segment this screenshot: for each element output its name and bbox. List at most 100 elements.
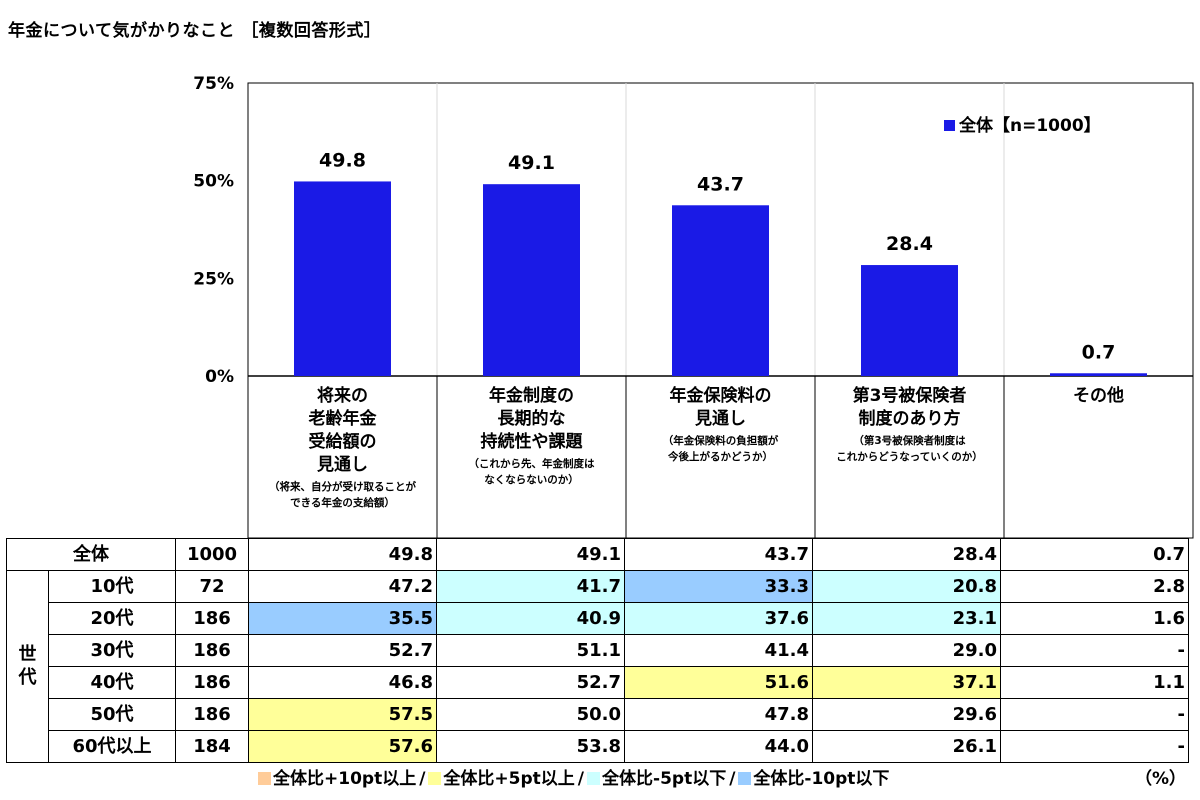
bar-value-label: 49.8 (319, 149, 366, 171)
table-cell: 1.1 (1000, 666, 1189, 699)
table-cell: - (1000, 730, 1189, 763)
data-table: 全体 1000 49.8 49.1 43.7 28.4 0.7 世代 10代 72 47.2 41.7… (6, 538, 1189, 763)
legend-separator: / (729, 769, 736, 789)
sample-size: 186 (175, 698, 249, 731)
legend-item: 全体比+10pt以上 (258, 764, 416, 789)
table-cell: 20.8 (812, 570, 1001, 603)
bar (483, 184, 580, 376)
category-note: （将来、自分が受け取ることが (269, 480, 416, 493)
bar (1050, 373, 1147, 376)
group-label: 世代 (6, 570, 49, 763)
bar-value-label: 28.4 (886, 233, 933, 255)
category-label: 年金保険料の (670, 385, 772, 406)
table-cell: 44.0 (624, 730, 813, 763)
table-cell: 46.8 (248, 666, 437, 699)
table-cell: - (1000, 634, 1189, 667)
table-cell: 51.6 (624, 666, 813, 699)
legend-separator: / (577, 769, 585, 789)
table-cell: 29.6 (812, 698, 1001, 731)
table-cell: 52.7 (248, 634, 437, 667)
legend-label: 全体比-10pt以下 (753, 769, 890, 789)
table-cell: 57.6 (248, 730, 437, 763)
category-label: 第3号被保険者 (853, 385, 967, 406)
row-label: 40代 (48, 666, 176, 699)
category-note: なくならないのか） (484, 473, 579, 486)
table-cell: 35.5 (248, 602, 437, 635)
category-label: 制度のあり方 (859, 408, 961, 429)
table-cell: 26.1 (812, 730, 1001, 763)
table-cell: 57.5 (248, 698, 437, 731)
category-note: （年金保険料の負担額が (663, 434, 779, 447)
legend-label: 全体【n=1000】 (958, 115, 1101, 136)
category-note: これからどうなっていくのか） (836, 450, 982, 463)
category-note: （第3号被保険者制度は (853, 434, 966, 447)
category-label: 年金制度の (489, 385, 574, 406)
y-tick-label: 25% (193, 269, 234, 289)
table-row: 40代 186 46.8 52.7 51.6 37.1 1.1 (7, 666, 1189, 699)
row-label: 60代以上 (48, 730, 176, 763)
legend-swatch (428, 772, 442, 785)
table-cell: 29.0 (812, 634, 1001, 667)
chart-title: 年金について気がかりなこと ［複数回答形式］ (8, 21, 382, 41)
table-cell: 23.1 (812, 602, 1001, 635)
row-label: 20代 (48, 602, 176, 635)
legend-swatch (738, 772, 752, 785)
legend-swatch (587, 772, 601, 785)
table-row: 世代 10代 72 47.2 41.7 33.3 20.8 2.8 (6, 570, 1189, 763)
category-label: 見通し (694, 409, 746, 429)
table-cell: 52.7 (436, 666, 625, 699)
legend-label: 全体比+5pt以上 (443, 769, 575, 789)
legend-swatch (258, 772, 271, 785)
bar (294, 181, 391, 376)
category-note: 今後上がるかどうか） (667, 450, 773, 463)
category-label: 長期的な (498, 408, 566, 429)
bar (672, 205, 769, 376)
legend-item: 全体比-5pt以下 (587, 764, 726, 789)
table-cell: - (1000, 698, 1189, 731)
table-cell: 33.3 (624, 570, 813, 603)
table-cell: 51.1 (436, 634, 625, 667)
color-legend: 全体比+10pt以上 / 全体比+5pt以上 / 全体比-5pt以下 / 全体比-10pt以… (258, 764, 889, 789)
table-row: 全体 1000 49.8 49.1 43.7 28.4 0.7 (6, 538, 1189, 571)
row-label: 50代 (48, 698, 176, 731)
table-cell: 49.8 (248, 538, 437, 571)
category-label: 見通し (316, 455, 368, 475)
legend-label: 全体比-5pt以下 (602, 769, 727, 789)
category-note: できる年金の支給額） (290, 496, 395, 509)
legend-item: 全体比-10pt以下 (738, 764, 889, 789)
table-cell: 47.8 (624, 698, 813, 731)
table-cell: 37.6 (624, 602, 813, 635)
table-cell: 0.7 (1000, 538, 1189, 571)
table-cell: 43.7 (624, 538, 813, 571)
sample-size: 186 (175, 666, 249, 699)
category-label: 老齢年金 (308, 408, 378, 429)
legend-separator: / (419, 769, 426, 789)
sample-size: 186 (175, 602, 249, 635)
bar-value-label: 49.1 (508, 152, 555, 174)
table-cell: 53.8 (436, 730, 625, 763)
bar-value-label: 0.7 (1082, 341, 1116, 363)
unit-label: （%） (1135, 769, 1187, 789)
table-cell: 37.1 (812, 666, 1001, 699)
sample-size: 72 (175, 570, 249, 603)
y-tick-label: 75% (193, 74, 234, 94)
category-label: 受給額の (309, 431, 377, 452)
row-label: 10代 (48, 570, 176, 603)
y-tick-label: 0% (205, 367, 234, 387)
table-cell: 2.8 (1000, 570, 1189, 603)
sample-size: 184 (175, 730, 249, 763)
legend-label: 全体比+10pt以上 (273, 769, 417, 789)
category-label: その他 (1073, 385, 1124, 406)
y-tick-label: 50% (193, 172, 234, 192)
table-cell: 49.1 (436, 538, 625, 571)
table-cell: 28.4 (812, 538, 1001, 571)
table-cell: 40.9 (436, 602, 625, 635)
table-cell: 41.4 (624, 634, 813, 667)
table-row: 60代以上 184 57.6 53.8 44.0 26.1- (7, 730, 1189, 763)
table-row: 50代 186 57.5 50.0 47.8 29.6- (7, 698, 1189, 731)
table-row: 20代 186 35.5 40.9 37.6 23.1 1.6 (7, 602, 1189, 635)
table-row: 30代 186 52.7 51.1 41.4 29.0- (7, 634, 1189, 667)
category-note: （これから先、年金制度は (469, 457, 595, 470)
category-label: 将来の (317, 385, 368, 406)
table-cell: 50.0 (436, 698, 625, 731)
